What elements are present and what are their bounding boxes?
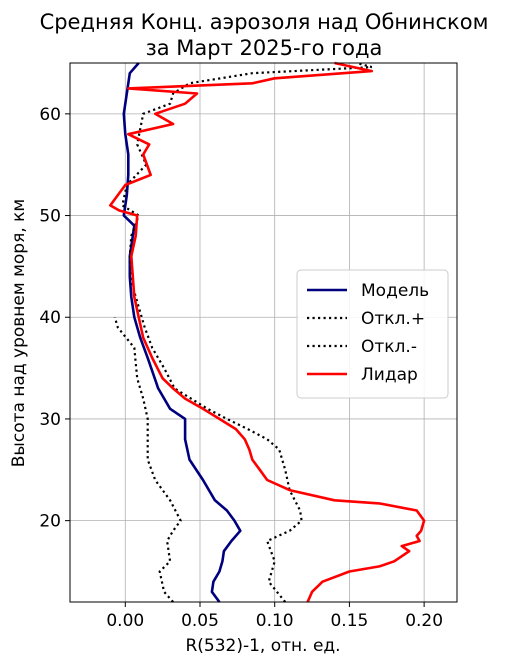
ticks: 0.00 0.05 0.10 0.15 0.20 20 30 40 50 60	[39, 105, 443, 631]
legend-label-lidar: Лидар	[361, 365, 418, 385]
x-tick-label: 0.05	[181, 611, 219, 631]
series-group	[109, 61, 426, 603]
series-line-model	[122, 62, 242, 603]
x-axis-label: R(532)-1, отн. ед.	[185, 636, 340, 656]
x-tick-label: 0.00	[106, 611, 144, 631]
y-tick-label: 50	[39, 207, 61, 227]
legend-frame	[296, 269, 449, 399]
y-tick-label: 60	[39, 105, 61, 125]
x-tick-label: 0.15	[330, 611, 368, 631]
x-tick-label: 0.20	[405, 611, 443, 631]
legend-label-dev-minus: Откл.-	[361, 337, 417, 357]
legend-label-model: Модель	[361, 281, 429, 301]
series-line-dev-plus	[121, 61, 373, 603]
plot-frame	[69, 62, 458, 603]
legend-label-dev-plus: Откл.+	[361, 309, 425, 329]
legend: Модель Откл.+ Откл.- Лидар	[296, 269, 449, 399]
series-line-lidar	[109, 61, 426, 603]
y-tick-label: 30	[39, 410, 61, 430]
x-tick-label: 0.10	[256, 611, 294, 631]
y-tick-label: 40	[39, 308, 61, 328]
series-line-dev-minus	[113, 316, 182, 603]
y-axis-label: Высота над уровнем моря, км	[9, 199, 29, 467]
chart-title-line2: за Март 2025-го года	[146, 36, 383, 60]
chart-title-line1: Средняя Конц. аэрозоля над Обнинском	[40, 10, 489, 34]
y-tick-label: 20	[39, 512, 61, 532]
